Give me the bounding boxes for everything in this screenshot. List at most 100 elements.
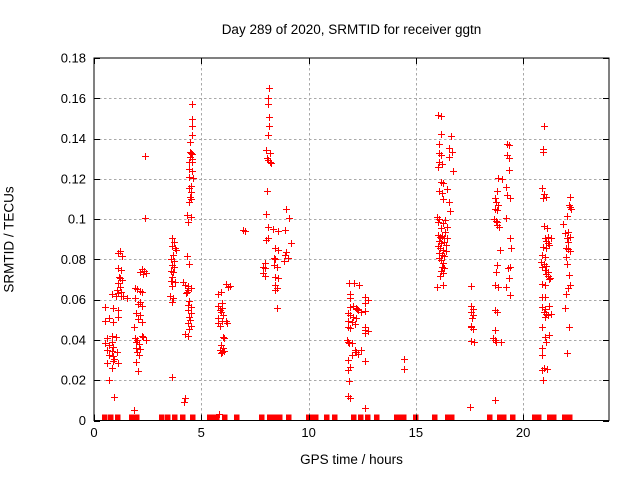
data-point-plus [221,335,228,342]
data-point-plus [356,282,363,289]
data-point-plus [188,214,195,221]
data-point-plus [443,248,450,255]
data-point-plus [189,132,196,139]
data-point-plus [444,224,451,231]
data-point-plus [188,285,195,292]
data-point-plus [135,301,142,308]
data-point-plus [188,310,195,317]
data-point-plus [139,333,146,340]
data-point-plus [133,345,140,352]
data-point-plus [345,367,352,374]
data-point-plus [469,315,476,322]
data-point-plus [114,287,121,294]
data-point-plus [354,306,361,313]
data-point-plus [120,293,127,300]
data-point-plus [109,365,116,372]
data-point-plus [275,228,282,235]
data-point-plus [133,310,140,317]
data-point-plus [170,295,177,302]
data-point-plus [493,218,500,225]
data-point-plus [267,159,274,166]
data-point-plus [546,303,553,310]
data-point-plus [218,350,225,357]
data-point-plus [215,291,222,298]
data-point-plus [444,235,451,242]
y-tick-label: 0.06 [61,292,86,307]
data-point-plus [347,295,354,302]
data-point-plus [548,235,555,242]
data-point-plus [186,314,193,321]
data-point-plus [185,333,192,340]
data-point-plus [345,339,352,346]
data-point-plus [441,265,448,272]
data-point-plus [440,260,447,267]
data-point-plus [346,378,353,385]
tick-labels-layer: 0 5 10 15 20 0 0.02 0.04 0.06 0.08 0.1 0.12 0.14 0.16… [61,51,531,441]
data-point-plus [350,314,357,321]
data-point-plus [115,250,122,257]
data-point-plus [468,283,475,290]
data-point-plus [110,305,117,312]
data-point-plus [139,319,146,326]
data-point-plus [567,194,574,201]
data-point-plus [564,235,571,242]
data-point-square [272,414,278,420]
data-point-square [277,414,283,420]
data-point-plus [264,188,271,195]
data-point-plus [362,294,369,301]
data-point-plus [542,282,549,289]
data-point-plus [362,405,369,412]
data-point-square [394,414,400,420]
data-point-plus [186,185,193,192]
data-point-plus [496,224,503,231]
x-tick-label: 5 [198,425,205,440]
data-point-plus [564,213,571,220]
data-point-plus [189,168,196,175]
data-point-square [536,414,542,420]
data-point-plus [135,368,142,375]
data-point-plus [142,215,149,222]
data-point-plus [492,195,499,202]
data-point-plus [267,150,274,157]
data-point-plus [109,348,116,355]
data-point-plus [227,283,234,290]
data-point-plus [136,352,143,359]
data-point-plus [110,344,117,351]
x-tick-label: 10 [301,425,315,440]
data-point-plus [217,323,224,330]
data-point-plus [109,339,116,346]
data-point-plus [224,320,231,327]
data-point-plus [507,235,514,242]
data-point-plus [498,339,505,346]
data-point-plus [106,315,113,322]
data-point-plus [547,275,554,282]
data-point-plus [436,216,443,223]
data-point-plus [272,274,279,281]
data-point-plus [448,133,455,140]
data-point-plus [401,366,408,373]
data-point-square [286,414,292,420]
data-point-plus [545,234,552,241]
data-point-square [365,414,371,420]
data-point-plus [272,256,279,263]
data-point-square [309,414,315,420]
data-point-plus [188,150,195,157]
data-point-plus [188,304,195,311]
data-point-plus [242,228,249,235]
data-point-plus [115,290,122,297]
data-point-plus [566,324,573,331]
data-point-plus [131,407,138,414]
data-point-plus [106,377,113,384]
data-point-square [134,414,140,420]
data-point-plus [168,278,175,285]
data-point-plus [506,142,513,149]
data-point-square [165,414,171,420]
data-point-plus [494,207,501,214]
data-point-plus [542,235,549,242]
data-point-square [374,414,380,420]
data-point-square [501,414,507,420]
data-points-layer [102,85,575,420]
data-point-plus [142,153,149,160]
